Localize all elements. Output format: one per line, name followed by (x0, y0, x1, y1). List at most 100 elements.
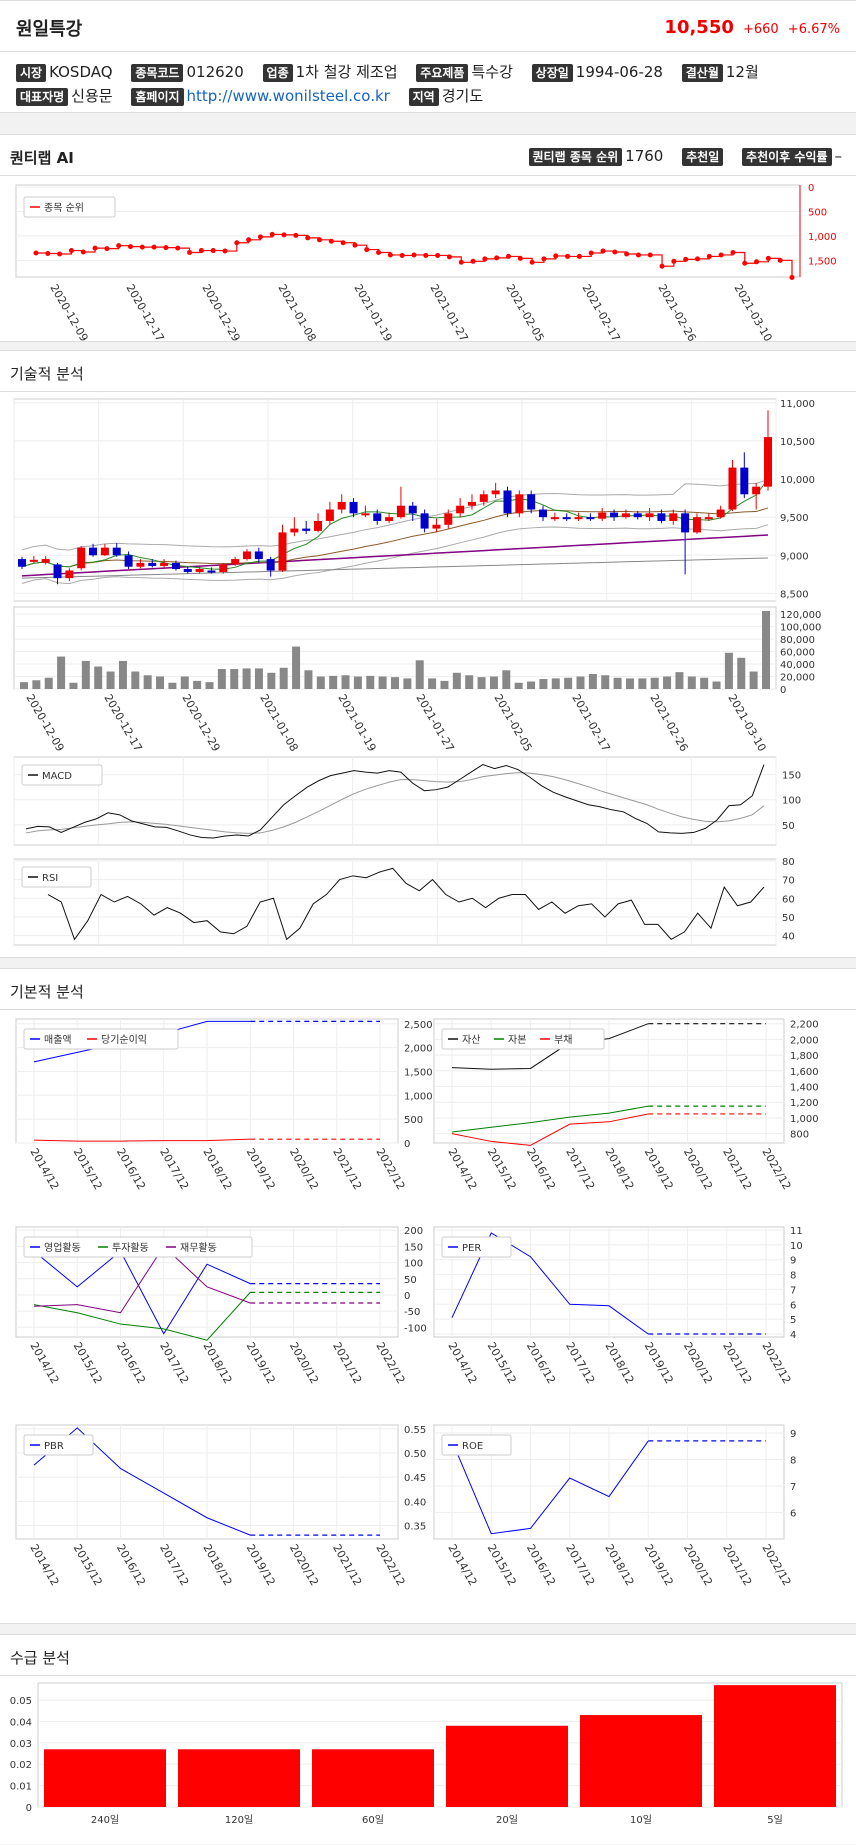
revenue-chart-year-label: 2021/12 (330, 1146, 364, 1192)
legend-label: ROE (462, 1441, 483, 1452)
candle-body (503, 490, 512, 514)
rank-point (789, 274, 795, 280)
rank-point (718, 252, 724, 258)
rank-date-label: 2021-02-17 (579, 282, 622, 343)
volume-bar (118, 660, 127, 689)
per-chart-y-tick: 8 (790, 1271, 796, 1282)
volume-bar (477, 677, 486, 689)
cashflow-chart-y-tick: -50 (404, 1307, 420, 1318)
volume-bar (601, 675, 610, 689)
candle-body (633, 513, 642, 518)
pbr-chart-y-tick: 0.45 (404, 1473, 426, 1484)
rank-point (257, 234, 263, 240)
supply-bar (580, 1715, 702, 1807)
rank-point (387, 252, 393, 258)
price-y-tick: 9,500 (780, 513, 809, 524)
rank-point (683, 256, 689, 262)
roe-chart-year-label: 2019/12 (642, 1542, 676, 1588)
pbr-chart-year-label: 2019/12 (244, 1542, 278, 1588)
rank-date-label: 2020-12-09 (47, 282, 90, 343)
candle-body (337, 501, 346, 510)
cashflow-chart-year-label: 2015/12 (71, 1340, 105, 1386)
revenue-chart-year-label: 2018/12 (200, 1146, 234, 1192)
cashflow-chart-year-label: 2019/12 (244, 1340, 278, 1386)
volume-bar (32, 680, 41, 689)
rank-point (742, 260, 748, 266)
candle-body (65, 570, 74, 579)
rank-point (68, 248, 74, 254)
rank-point (458, 259, 464, 265)
info-region: 지역 경기도 (408, 87, 483, 106)
info-listed: 상장일 1994-06-28 (531, 63, 663, 82)
volume-y-tick: 20,000 (780, 673, 815, 684)
balance-chart-series-line (451, 1113, 649, 1146)
candle-body (491, 490, 500, 495)
fundamental-section: 기본적 분석 2,500 2,000 1,500 1,000 500 0 2014/12 20… (0, 968, 856, 1624)
rank-point (246, 237, 252, 243)
supply-x-label: 60일 (362, 1814, 384, 1826)
rank-y-tick: 0 (808, 183, 814, 194)
rank-point (576, 253, 582, 259)
volume-bar (440, 680, 449, 689)
legend-box (441, 1236, 512, 1258)
quantilab-title: 퀀티랩 AI (10, 149, 74, 167)
pbr-chart-year-label: 2016/12 (114, 1542, 148, 1588)
volume-bar (527, 681, 536, 689)
balance-chart-y-tick: 2,200 (790, 1020, 819, 1031)
rank-point (104, 246, 110, 252)
pbr-chart-y-tick: 0.40 (404, 1497, 426, 1508)
rank-point (600, 248, 606, 254)
rank-point (777, 257, 783, 263)
candle-body (764, 437, 772, 487)
candle-body (314, 520, 323, 531)
tech-date-label: 2021-01-08 (257, 692, 300, 754)
supply-y-tick: 0 (26, 1803, 32, 1814)
rank-point (328, 238, 334, 244)
candle-body (219, 564, 228, 573)
candle-body (29, 559, 38, 562)
rank-point (506, 253, 511, 259)
volume-bar (341, 675, 350, 689)
cashflow-chart-year-label: 2021/12 (330, 1340, 364, 1386)
candle-body (349, 501, 358, 514)
revenue-chart-series-line (33, 1138, 251, 1142)
balance-chart-year-label: 2016/12 (524, 1146, 558, 1192)
supply-y-tick: 0.01 (10, 1782, 32, 1793)
ma120-line (21, 557, 769, 579)
candle-body (432, 524, 441, 529)
macd-y-tick: 50 (782, 821, 795, 832)
per-chart-y-tick: 5 (790, 1315, 796, 1326)
volume-bar (539, 679, 548, 689)
candle-body (515, 494, 524, 514)
homepage-link[interactable]: http://www.wonilsteel.co.kr (186, 87, 390, 105)
balance-chart-year-label: 2022/12 (759, 1146, 793, 1192)
price-y-tick: 9,000 (780, 551, 809, 562)
rank-point (222, 248, 228, 254)
rank-point (151, 244, 157, 250)
candle-body (136, 562, 145, 567)
rank-plot-frame (15, 184, 801, 278)
candle-body (77, 547, 86, 569)
volume-bar (465, 675, 474, 689)
pbr-chart-y-tick: 0.55 (404, 1425, 426, 1436)
candle-body (562, 517, 571, 520)
pbr-chart-year-label: 2020/12 (287, 1542, 321, 1588)
technical-title: 기술적 분석 (10, 365, 84, 383)
stock-name: 원일특강 (16, 19, 83, 40)
current-price: 10,550 (664, 17, 734, 38)
revenue-chart-y-tick: 0 (404, 1139, 410, 1150)
balance-chart-y-tick: 1,800 (790, 1051, 819, 1062)
rank-y-tick: 1,000 (808, 232, 837, 243)
rank-point (482, 256, 488, 262)
rank-y-tick: 1,500 (808, 256, 837, 267)
rank-point (45, 250, 51, 256)
volume-bar (638, 678, 647, 689)
candle-body (100, 547, 109, 556)
volume-bar (724, 652, 733, 689)
bollinger-lower-line (21, 524, 769, 585)
volume-bar (143, 675, 152, 689)
candle-body (183, 568, 192, 573)
fundamental-title: 기본적 분석 (10, 983, 84, 1001)
per-chart-year-label: 2017/12 (563, 1340, 597, 1386)
stock-header: 원일특강 10,550 +660 +6.67% (0, 0, 856, 52)
